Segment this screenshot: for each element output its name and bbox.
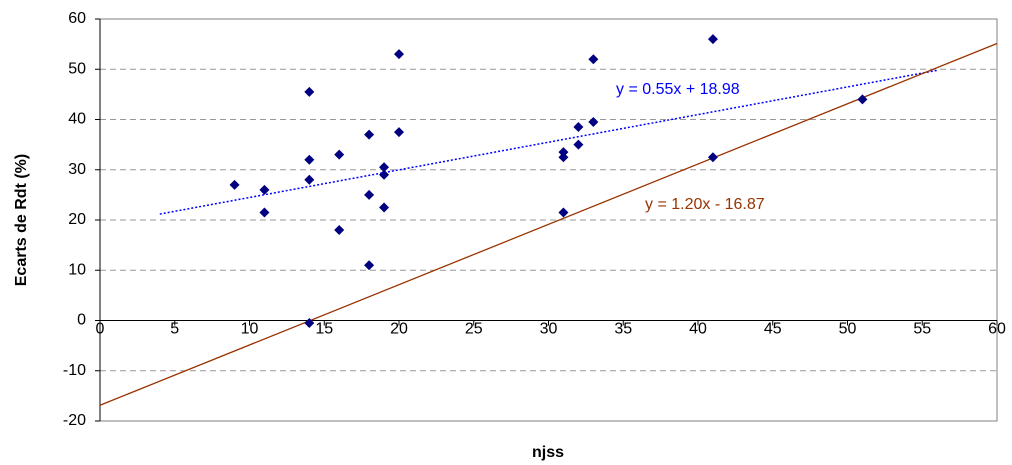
point bbox=[558, 207, 569, 218]
point bbox=[707, 152, 718, 163]
y-tick-label: 0 bbox=[77, 312, 86, 329]
trend-line bbox=[99, 42, 998, 406]
x-tick-label: 60 bbox=[988, 321, 1006, 338]
point bbox=[588, 117, 599, 128]
x-tick-label: 5 bbox=[170, 321, 179, 338]
x-tick-label: 15 bbox=[315, 321, 333, 338]
point bbox=[379, 202, 390, 213]
point bbox=[364, 260, 375, 271]
x-tick-label: 50 bbox=[839, 321, 857, 338]
y-tick-label: -20 bbox=[63, 412, 86, 429]
point bbox=[379, 162, 390, 173]
point bbox=[334, 225, 345, 236]
point bbox=[558, 152, 569, 163]
point bbox=[364, 189, 375, 200]
point bbox=[259, 207, 270, 218]
point bbox=[707, 34, 718, 45]
x-tick-label: 55 bbox=[913, 321, 931, 338]
point bbox=[259, 184, 270, 195]
y-tick-label: 40 bbox=[68, 111, 86, 128]
x-tick-label: 25 bbox=[465, 321, 483, 338]
x-tick-label: 20 bbox=[390, 321, 408, 338]
point bbox=[229, 179, 240, 190]
y-tick-label: 30 bbox=[68, 161, 86, 178]
x-tick-label: 30 bbox=[540, 321, 558, 338]
y-tick-label: 10 bbox=[68, 261, 86, 278]
trend-equation: y = 0.55x + 18.98 bbox=[616, 81, 740, 98]
point bbox=[394, 49, 404, 60]
x-axis-label: njss bbox=[532, 444, 564, 461]
x-tick-label: 0 bbox=[96, 321, 105, 338]
point bbox=[573, 139, 584, 150]
point bbox=[558, 147, 569, 158]
point bbox=[304, 318, 315, 329]
y-axis-label: Ecarts de Rdt (%) bbox=[13, 154, 30, 286]
x-tick-label: 45 bbox=[764, 321, 782, 338]
x-tick-label: 10 bbox=[241, 321, 259, 338]
y-tick-label: 50 bbox=[68, 60, 86, 77]
trend-equation: y = 1.20x - 16.87 bbox=[645, 196, 765, 213]
point bbox=[304, 154, 315, 165]
x-tick-label: 40 bbox=[689, 321, 707, 338]
point bbox=[588, 54, 599, 65]
point bbox=[334, 149, 345, 160]
y-tick-label: 20 bbox=[68, 211, 86, 228]
point bbox=[394, 127, 404, 138]
plot-area bbox=[99, 18, 998, 422]
point bbox=[379, 169, 390, 180]
point bbox=[304, 174, 315, 185]
point bbox=[857, 94, 868, 105]
x-tick-label: 35 bbox=[614, 321, 632, 338]
point bbox=[304, 86, 315, 97]
point bbox=[573, 122, 584, 133]
point bbox=[364, 129, 375, 140]
y-tick-label: 60 bbox=[68, 10, 86, 27]
y-tick-label: -10 bbox=[63, 362, 86, 379]
